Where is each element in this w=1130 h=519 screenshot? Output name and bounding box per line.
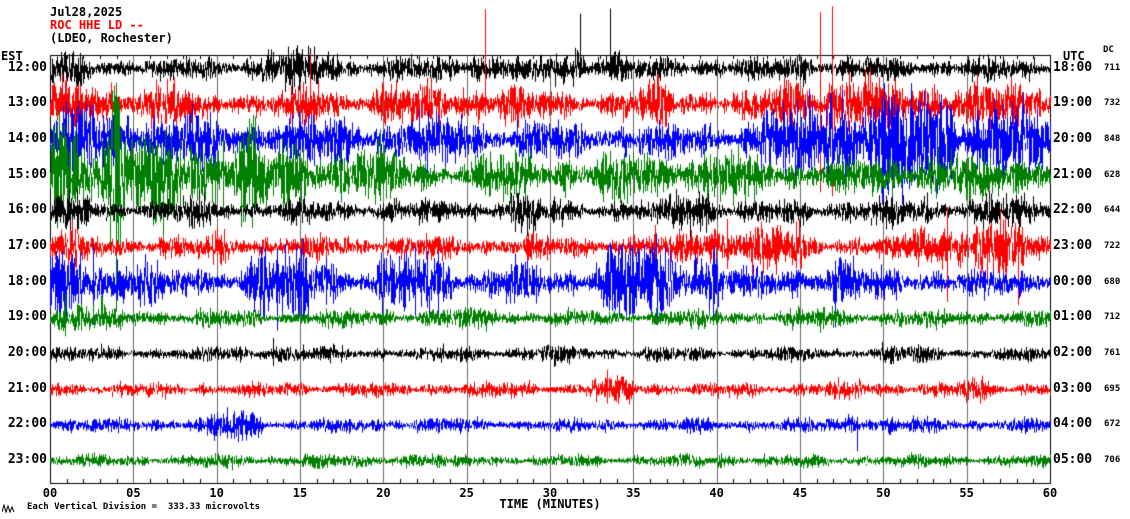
header-date: Jul28,2025 [50,5,123,19]
header-location: (LDEO, Rochester) [50,31,173,45]
x-axis-title: TIME (MINUTES) [499,497,601,511]
scale-note: Each Vertical Division = 333.33 microvol… [27,502,260,512]
tiny-squiggle-icon [2,504,15,514]
dc-header-label: DC [1103,45,1114,55]
est-header-label: EST [1,49,23,63]
header-station: ROC HHE LD -- [50,18,144,32]
utc-header-label: UTC [1063,49,1085,63]
